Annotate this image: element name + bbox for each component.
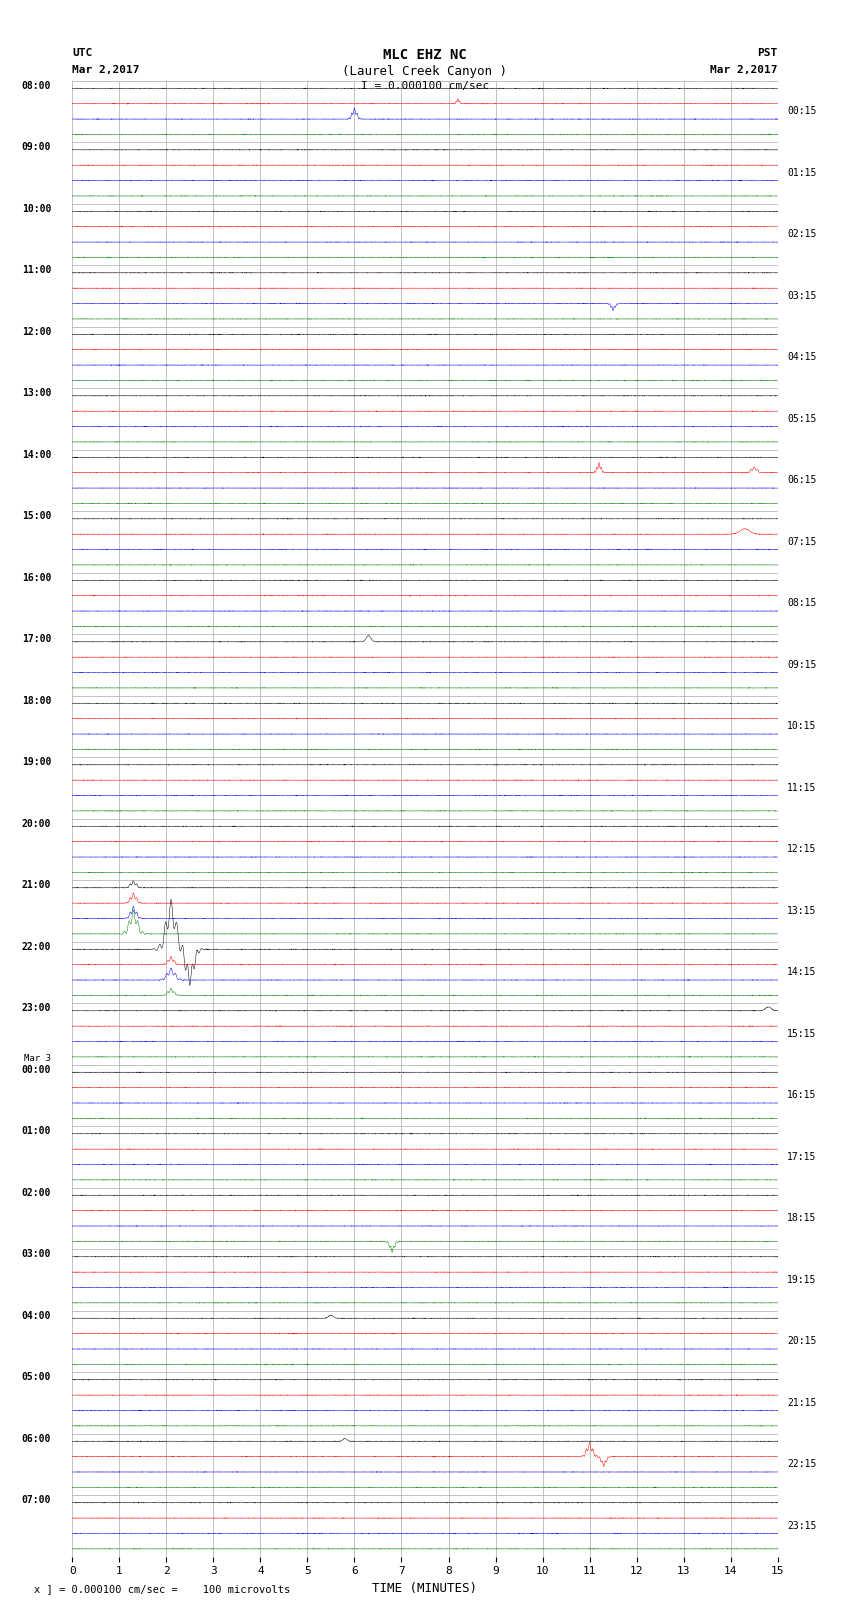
Text: 12:15: 12:15 [787, 844, 817, 855]
Text: UTC: UTC [72, 48, 93, 58]
Text: 08:15: 08:15 [787, 598, 817, 608]
Text: 21:00: 21:00 [22, 881, 51, 890]
Text: 15:00: 15:00 [22, 511, 51, 521]
Text: 10:00: 10:00 [22, 203, 51, 213]
Text: 22:15: 22:15 [787, 1460, 817, 1469]
Text: PST: PST [757, 48, 778, 58]
Text: 01:15: 01:15 [787, 168, 817, 177]
Text: I = 0.000100 cm/sec: I = 0.000100 cm/sec [361, 81, 489, 90]
Text: 05:15: 05:15 [787, 415, 817, 424]
Text: 23:15: 23:15 [787, 1521, 817, 1531]
Text: 00:00: 00:00 [22, 1065, 51, 1074]
Text: Mar 3: Mar 3 [24, 1055, 51, 1063]
Text: 17:15: 17:15 [787, 1152, 817, 1161]
Text: 04:15: 04:15 [787, 352, 817, 363]
Text: 00:15: 00:15 [787, 106, 817, 116]
Text: 09:15: 09:15 [787, 660, 817, 669]
Text: 14:15: 14:15 [787, 968, 817, 977]
Text: 21:15: 21:15 [787, 1398, 817, 1408]
Text: 01:00: 01:00 [22, 1126, 51, 1136]
Text: 16:00: 16:00 [22, 573, 51, 582]
Text: 19:00: 19:00 [22, 756, 51, 768]
Text: 23:00: 23:00 [22, 1003, 51, 1013]
Text: 11:00: 11:00 [22, 265, 51, 276]
Text: 10:15: 10:15 [787, 721, 817, 731]
Text: 07:00: 07:00 [22, 1495, 51, 1505]
Text: 14:00: 14:00 [22, 450, 51, 460]
Text: 05:00: 05:00 [22, 1373, 51, 1382]
Text: 18:00: 18:00 [22, 695, 51, 705]
Text: 04:00: 04:00 [22, 1310, 51, 1321]
Text: 02:00: 02:00 [22, 1187, 51, 1197]
Text: 20:00: 20:00 [22, 819, 51, 829]
Text: 03:00: 03:00 [22, 1248, 51, 1260]
Text: MLC EHZ NC: MLC EHZ NC [383, 48, 467, 63]
Text: 13:15: 13:15 [787, 907, 817, 916]
Text: 13:00: 13:00 [22, 389, 51, 398]
Text: 03:15: 03:15 [787, 290, 817, 302]
Text: 08:00: 08:00 [22, 81, 51, 90]
Text: 22:00: 22:00 [22, 942, 51, 952]
Text: 18:15: 18:15 [787, 1213, 817, 1223]
Text: x ] = 0.000100 cm/sec =    100 microvolts: x ] = 0.000100 cm/sec = 100 microvolts [34, 1584, 290, 1594]
Text: Mar 2,2017: Mar 2,2017 [72, 65, 139, 74]
Text: 12:00: 12:00 [22, 326, 51, 337]
Text: 15:15: 15:15 [787, 1029, 817, 1039]
Text: 19:15: 19:15 [787, 1274, 817, 1286]
Text: 17:00: 17:00 [22, 634, 51, 644]
Text: 07:15: 07:15 [787, 537, 817, 547]
Text: 20:15: 20:15 [787, 1336, 817, 1347]
Text: (Laurel Creek Canyon ): (Laurel Creek Canyon ) [343, 65, 507, 77]
Text: 02:15: 02:15 [787, 229, 817, 239]
Text: 09:00: 09:00 [22, 142, 51, 152]
Text: 06:15: 06:15 [787, 476, 817, 486]
Text: Mar 2,2017: Mar 2,2017 [711, 65, 778, 74]
Text: 06:00: 06:00 [22, 1434, 51, 1444]
X-axis label: TIME (MINUTES): TIME (MINUTES) [372, 1582, 478, 1595]
Text: 11:15: 11:15 [787, 782, 817, 794]
Text: 16:15: 16:15 [787, 1090, 817, 1100]
